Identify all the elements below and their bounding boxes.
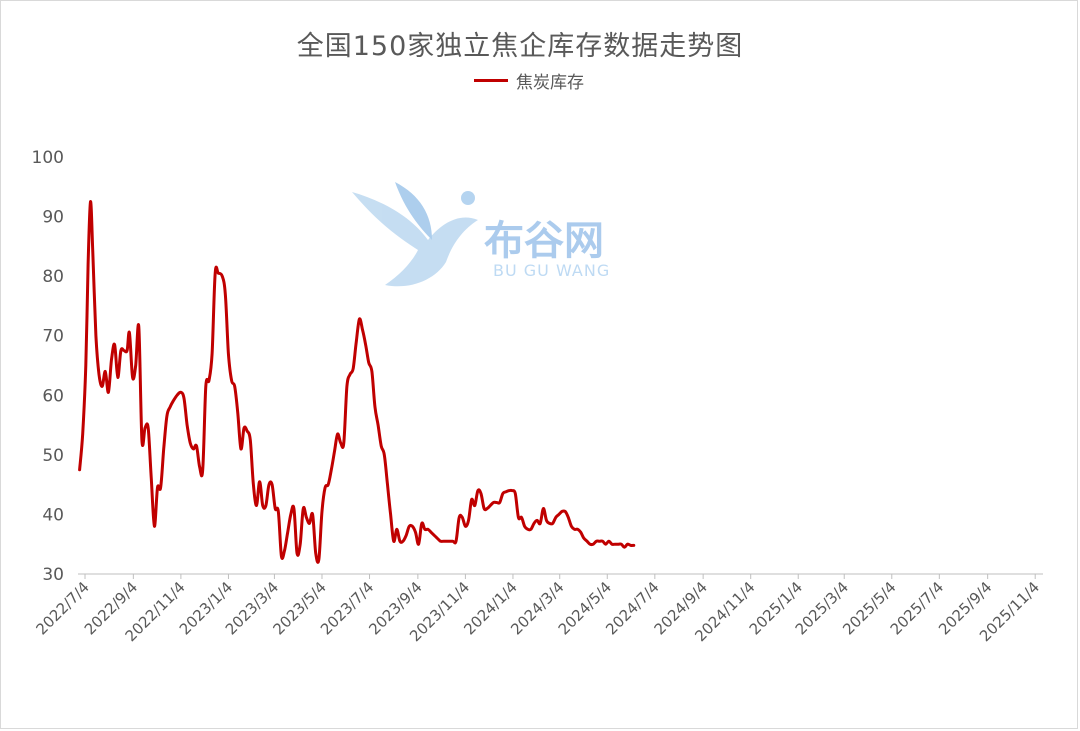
y-axis-ticks: 30 40 50 60 70 80 90 100: [32, 148, 64, 585]
y-tick-label: 30: [42, 565, 64, 585]
x-axis-ticks: 2022/7/42022/9/42022/11/42023/1/42023/3/…: [32, 574, 1043, 645]
watermark-cn: 布谷网: [484, 218, 604, 264]
y-tick-label: 80: [42, 267, 64, 287]
chart-title: 全国150家独立焦企库存数据走势图: [296, 31, 744, 62]
flower-icon: [461, 191, 475, 205]
legend-swatch: [474, 79, 508, 82]
bird-logo: [352, 192, 478, 287]
y-tick-label: 50: [42, 446, 64, 466]
watermark: 布谷网 BU GU WANG: [352, 182, 610, 287]
series-line-coke-inventory: [78, 200, 636, 564]
y-tick-label: 70: [42, 327, 64, 347]
bird-wing: [395, 182, 432, 240]
watermark-en: BU GU WANG: [493, 261, 610, 280]
legend: 焦炭库存: [474, 68, 584, 93]
y-tick-label: 100: [32, 148, 64, 168]
y-tick-label: 40: [42, 505, 64, 525]
y-tick-label: 60: [42, 386, 64, 406]
legend-label: 焦炭库存: [516, 73, 584, 93]
y-tick-label: 90: [42, 208, 64, 228]
series-group: [78, 200, 636, 564]
